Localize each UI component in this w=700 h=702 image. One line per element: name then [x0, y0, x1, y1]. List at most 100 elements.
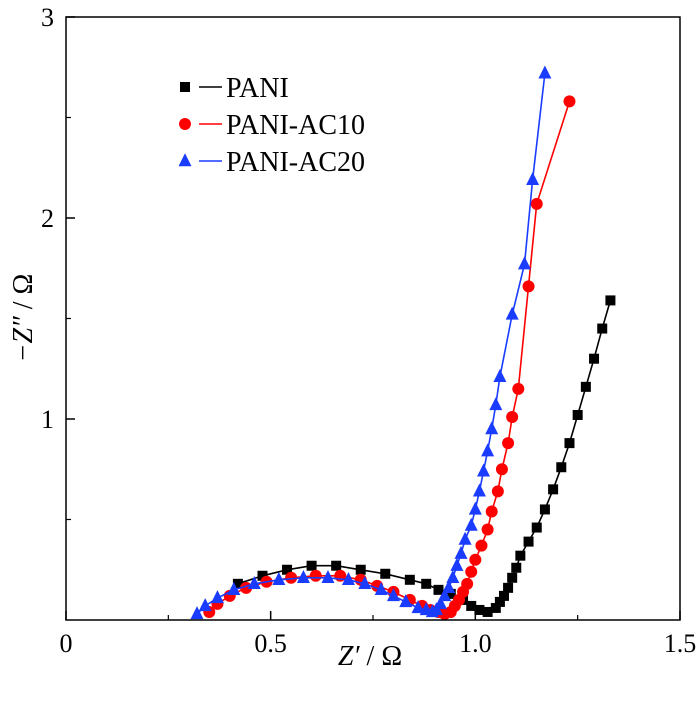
data-point [468, 501, 482, 515]
data-point [482, 606, 493, 617]
legend-marker [178, 153, 192, 167]
series-line [208, 101, 571, 615]
data-point [442, 580, 456, 594]
legend-label: PANI-AC20 [226, 147, 365, 178]
data-point [563, 95, 576, 108]
data-point [490, 602, 501, 613]
data-point [227, 582, 241, 596]
series-2 [190, 65, 552, 620]
data-point [511, 562, 522, 573]
data-point [331, 560, 342, 571]
data-point [445, 588, 456, 599]
data-point [438, 588, 452, 602]
data-point [517, 256, 531, 270]
data-point [503, 582, 514, 593]
legend-label: PANI [226, 73, 289, 104]
data-point [306, 560, 317, 571]
data-point [198, 598, 212, 612]
data-point [580, 381, 591, 392]
data-point [489, 397, 503, 411]
data-point [538, 65, 552, 79]
data-point [485, 505, 498, 518]
data-point [512, 382, 525, 395]
legend: PANI PANI-AC10 PANI-AC20 [178, 73, 365, 178]
legend-item: PANI-AC10 [179, 110, 365, 141]
data-point [466, 600, 477, 611]
data-point [210, 590, 224, 604]
data-point [530, 197, 543, 210]
data-point [355, 564, 366, 575]
data-point [564, 438, 575, 449]
data-point [282, 564, 293, 575]
data-point [548, 484, 559, 495]
data-point [232, 578, 243, 589]
series-line [237, 300, 612, 613]
series-0 [232, 295, 616, 617]
y-axis-label-var: −Z″ [8, 316, 39, 362]
data-point [589, 353, 600, 364]
data-point [247, 576, 261, 590]
x-axis-label-var: Z′ [338, 641, 361, 672]
data-point [505, 306, 519, 320]
data-point [477, 463, 491, 477]
legend-marker [180, 82, 190, 92]
series-layer [190, 65, 616, 620]
y-axis-label: −Z″ / Ω [8, 274, 39, 363]
x-tick-label: 1.5 [664, 629, 697, 658]
x-tick-label: 0.5 [254, 629, 287, 658]
data-point [454, 545, 468, 559]
data-point [461, 577, 474, 590]
y-tick-label: 2 [41, 204, 54, 233]
data-point [572, 409, 583, 420]
data-point [523, 536, 534, 547]
x-tick-label: 1.0 [459, 629, 492, 658]
data-point [458, 531, 472, 545]
data-point [257, 570, 268, 581]
data-point [450, 557, 464, 571]
data-point [386, 588, 400, 602]
x-tick-label: 0 [60, 629, 73, 658]
data-point [374, 582, 388, 596]
legend-label: PANI-AC10 [226, 110, 365, 141]
data-point [526, 172, 540, 186]
data-point [475, 539, 488, 552]
data-point [481, 443, 495, 457]
data-point [296, 569, 310, 583]
y-axis-label-unit: / Ω [8, 274, 39, 317]
data-point [446, 569, 460, 583]
data-point [464, 517, 478, 531]
data-point [515, 550, 526, 561]
data-point [481, 523, 494, 536]
data-point [465, 565, 478, 578]
x-axis-label: Z′ / Ω [338, 641, 402, 672]
data-point [597, 323, 608, 334]
y-tick-label: 1 [41, 405, 54, 434]
data-point [380, 568, 391, 579]
data-point [434, 596, 448, 610]
data-point [411, 600, 425, 614]
data-point [341, 572, 355, 585]
x-axis-label-unit: / Ω [360, 641, 403, 672]
data-point [531, 522, 542, 533]
data-point [474, 604, 485, 615]
data-point [309, 569, 322, 582]
data-point [493, 368, 507, 382]
data-point [507, 572, 518, 583]
data-point [433, 584, 444, 595]
data-point [522, 280, 535, 293]
data-point [421, 578, 432, 589]
data-point [498, 590, 509, 601]
data-point [556, 462, 567, 473]
data-point [491, 485, 504, 498]
data-point [539, 504, 550, 515]
legend-item: PANI-AC20 [178, 147, 365, 178]
legend-marker [179, 118, 191, 130]
data-point [506, 410, 519, 423]
data-point [399, 594, 413, 608]
data-point [605, 295, 616, 306]
data-point [485, 421, 499, 435]
data-point [469, 553, 482, 566]
data-point [494, 596, 505, 607]
y-tick-label: 3 [41, 3, 54, 32]
